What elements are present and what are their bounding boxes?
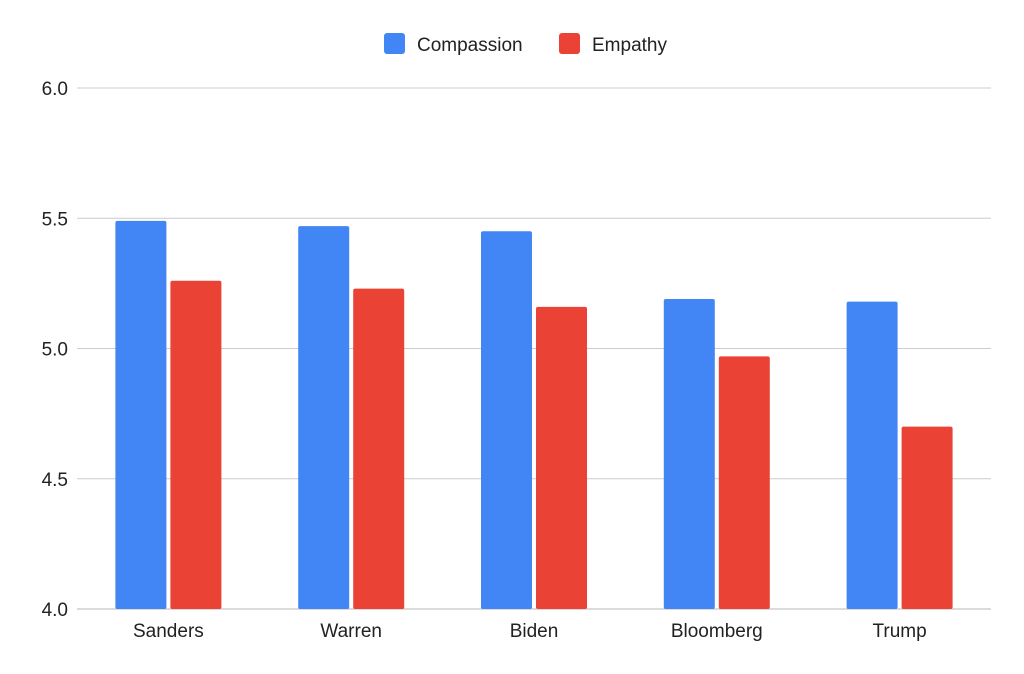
legend: Compassion Empathy [384, 33, 667, 56]
y-tick-label: 6.0 [42, 79, 68, 100]
x-axis-tick-labels: Sanders Warren Biden Bloomberg Trump [133, 621, 927, 642]
gridlines [77, 87, 991, 610]
bar-compassion-warren [298, 226, 350, 609]
bar-compassion-trump [846, 301, 898, 609]
y-tick-label: 5.5 [42, 209, 68, 230]
bar-empathy-biden [536, 306, 587, 609]
x-tick-label: Biden [510, 621, 559, 642]
x-tick-label: Bloomberg [671, 621, 763, 642]
y-tick-label: 4.5 [42, 470, 68, 491]
bar-empathy-bloomberg [718, 356, 770, 609]
legend-swatch-compassion [384, 33, 405, 54]
x-tick-label: Trump [872, 621, 926, 642]
bar-compassion-sanders [115, 220, 167, 610]
bar-compassion-biden [481, 231, 532, 609]
bar-empathy-trump [901, 426, 953, 609]
bar-empathy-warren [353, 288, 405, 609]
y-axis-tick-labels: 4.0 4.5 5.0 5.5 6.0 [42, 79, 68, 621]
bar-empathy-sanders [170, 280, 222, 609]
y-tick-label: 4.0 [42, 600, 68, 621]
legend-swatch-empathy [559, 33, 580, 54]
x-tick-label: Warren [320, 621, 382, 642]
bars [115, 220, 953, 610]
legend-label-compassion: Compassion [417, 35, 523, 56]
legend-label-empathy: Empathy [592, 35, 667, 56]
bar-compassion-bloomberg [663, 299, 715, 609]
x-tick-label: Sanders [133, 621, 204, 642]
y-tick-label: 5.0 [42, 340, 68, 361]
